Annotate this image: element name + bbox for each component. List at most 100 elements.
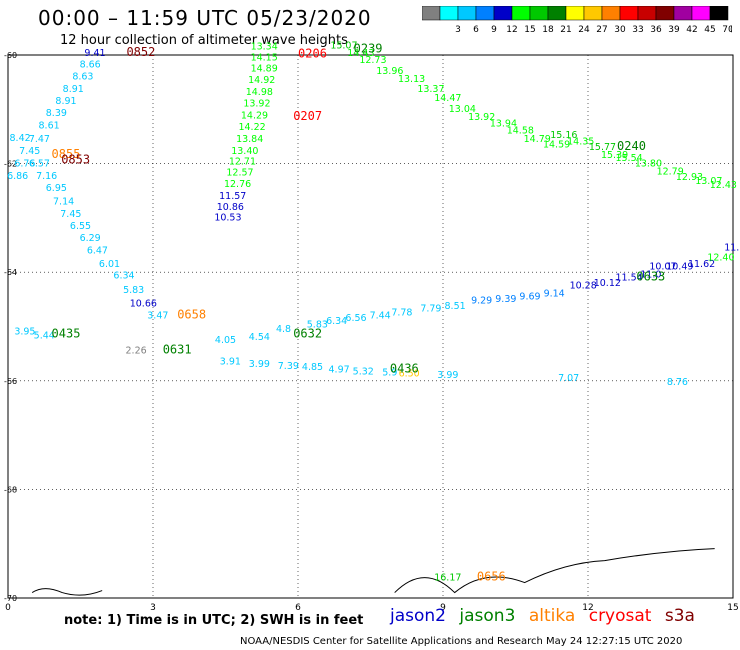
swh-value-label: 6.56	[345, 313, 366, 324]
swh-value-label: 12.40	[707, 252, 734, 263]
footer-note: note: 1) Time is in UTC; 2) SWH is in fe…	[64, 613, 364, 628]
y-tick-label: -64	[4, 268, 17, 277]
swh-value-label: 15.77	[589, 142, 616, 153]
swh-value-label: 5.44	[34, 330, 55, 341]
swh-value-label: 14.47	[434, 93, 461, 104]
swh-value-label: 13.80	[635, 158, 662, 169]
swh-value-label: 14.22	[238, 122, 265, 133]
swh-value-label: 12.73	[359, 55, 386, 66]
pass-time-label: 0656	[477, 570, 506, 584]
swh-value-label: 13.40	[231, 146, 258, 157]
swh-value-label: 5.9	[382, 367, 397, 378]
x-tick-label: 15	[727, 603, 738, 613]
sat-jason3: jason3	[459, 606, 516, 626]
swh-value-label: 13.96	[376, 66, 403, 77]
swh-value-label: 10.12	[594, 278, 621, 289]
swh-value-label: 6.76	[14, 158, 35, 169]
legend-label: 42	[686, 25, 697, 35]
pass-time-label: 0207	[293, 109, 322, 123]
swh-value-label: 13.37	[417, 84, 444, 95]
swh-value-label: 6.34	[326, 316, 347, 327]
legend-label: 39	[668, 25, 680, 35]
swh-value-label: 10.28	[570, 280, 597, 291]
pass-time-label: 0239	[354, 41, 383, 55]
swh-value-label: 10.86	[217, 202, 244, 213]
swh-value-label: 8.76	[667, 377, 688, 388]
swh-value-label: 11.77	[724, 242, 740, 253]
legend-label: 33	[632, 25, 643, 35]
credit-line: NOAA/NESDIS Center for Satellite Applica…	[240, 636, 683, 647]
legend-label: 18	[542, 25, 554, 35]
swh-value-label: 14.92	[248, 75, 275, 86]
y-tick-label: -62	[4, 160, 17, 169]
swh-value-label: 7.45	[60, 209, 81, 220]
legend-label: 45	[704, 25, 715, 35]
swh-value-label: 8.61	[39, 120, 60, 131]
swh-value-label: 11.0	[640, 270, 661, 281]
sat-altika: altika	[528, 606, 576, 626]
legend-label: 36	[650, 25, 662, 35]
swh-value-label: 10.49	[666, 261, 693, 272]
swh-value-label: 14.79	[524, 134, 551, 145]
swh-value-label: 14.43	[347, 48, 374, 59]
legend-label: 27	[596, 25, 607, 35]
pass-time-label: 0852	[126, 45, 155, 59]
swh-value-label: 6.47	[87, 246, 108, 257]
coastline	[31, 548, 715, 596]
swh-value-label: 15.07	[330, 40, 357, 51]
legend-label: 9	[491, 25, 497, 35]
pass-time-label: 0631	[163, 343, 192, 357]
swh-value-label: 8.66	[80, 59, 101, 70]
legend-label: 30	[614, 25, 626, 35]
swh-value-label: 6.34	[113, 271, 134, 282]
swh-value-label: 13.84	[236, 134, 263, 145]
swh-value-label: 14.89	[251, 63, 278, 74]
swh-value-label: 7.79	[420, 303, 441, 314]
swh-value-label: 10.07	[649, 261, 676, 272]
swh-value-label: 6.01	[99, 259, 120, 270]
swh-value-label: 6.95	[46, 183, 67, 194]
swh-value-label: 12.79	[657, 166, 684, 177]
swh-value-label: 6.29	[80, 233, 101, 244]
swh-value-label: 8.91	[55, 96, 76, 107]
sat-cryosat: cryosat	[588, 606, 652, 626]
swh-value-label: 15.39	[601, 150, 628, 161]
swh-value-label: 14.35	[567, 137, 594, 148]
swh-value-label: 5.32	[353, 366, 374, 377]
pass-time-label: 0435	[52, 326, 81, 340]
swh-value-label: 7.39	[278, 361, 299, 372]
swh-value-label: 9.29	[471, 296, 492, 307]
x-tick-label: 6	[295, 603, 301, 613]
swh-value-label: 12.57	[226, 168, 253, 179]
swh-value-label: 15.16	[550, 130, 577, 141]
swh-value-label: 11.57	[219, 191, 246, 202]
y-tick-label: -70	[4, 594, 17, 603]
swh-value-label: 5.83	[123, 285, 144, 296]
swh-value-label: 3.47	[147, 310, 168, 321]
swh-value-label: 7.14	[53, 196, 74, 207]
pass-time-label: 0853	[61, 153, 90, 167]
swh-value-label: 15.54	[615, 153, 642, 164]
swh-value-label: 10.53	[214, 213, 241, 224]
pass-time-label: 0633	[636, 269, 665, 283]
legend-label: 12	[506, 25, 517, 35]
chart-subtitle: 12 hour collection of altimeter wave hei…	[60, 33, 348, 48]
swh-value-label: 8.39	[46, 108, 67, 119]
swh-value-label: 14.98	[246, 87, 273, 98]
swh-value-label: 9.39	[495, 294, 516, 305]
swh-value-label: 10.66	[130, 298, 157, 309]
x-tick-label: 9	[440, 603, 446, 613]
y-tick-label: -66	[4, 377, 17, 386]
swh-value-label: 11.62	[688, 259, 715, 270]
swh-value-label: 9.69	[519, 291, 540, 302]
swh-value-label: 12.76	[224, 179, 251, 190]
swh-value-label: 3.99	[437, 370, 458, 381]
y-tick-label: -68	[4, 485, 17, 494]
swh-value-label: 4.8	[276, 324, 291, 335]
swh-value-label: 3.99	[249, 359, 270, 370]
swh-value-label: 14.15	[251, 52, 278, 63]
swh-value-label: 14.29	[241, 111, 268, 122]
legend-label: 6	[473, 25, 479, 35]
